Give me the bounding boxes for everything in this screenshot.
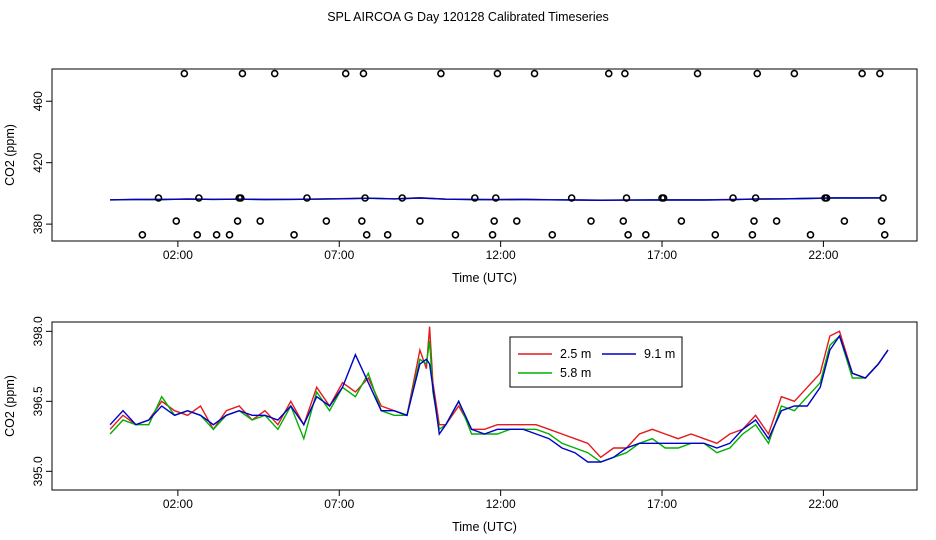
top-data-marker bbox=[490, 217, 498, 225]
bottom-series-line-2-5-m bbox=[109, 326, 889, 459]
bottom-y-tick-label: 398.0 bbox=[31, 316, 45, 346]
top-data-marker bbox=[753, 69, 762, 78]
top-data-marker bbox=[237, 194, 245, 202]
top-data-marker bbox=[619, 217, 628, 225]
legend: 2.5 m 5.8 m 9.1 m bbox=[509, 336, 683, 388]
top-series-group bbox=[110, 196, 882, 202]
top-data-marker bbox=[322, 217, 331, 225]
top-x-tick-label: 07:00 bbox=[324, 248, 354, 262]
top-data-marker bbox=[212, 231, 221, 239]
top-data-marker bbox=[398, 194, 406, 202]
top-data-marker bbox=[358, 217, 366, 225]
bottom-x-tick-label: 07:00 bbox=[324, 497, 354, 511]
top-data-marker bbox=[530, 69, 539, 78]
top-data-marker bbox=[751, 194, 760, 202]
top-data-marker bbox=[858, 69, 866, 78]
bottom-panel: 02:00 07:00 12:00 17:00 22:00 395.0 396.5 398.0… bbox=[3, 316, 918, 534]
top-data-marker bbox=[270, 69, 279, 78]
top-data-marker bbox=[488, 231, 497, 239]
top-data-marker bbox=[840, 217, 849, 225]
top-data-marker bbox=[622, 194, 631, 202]
top-y-tick-label: 380 bbox=[31, 214, 45, 234]
top-data-marker bbox=[238, 69, 247, 78]
top-data-marker bbox=[233, 217, 242, 225]
top-marker-group bbox=[138, 69, 889, 239]
top-panel: 02:00 07:00 12:00 17:00 22:00 380 420 460 Time (… bbox=[3, 68, 918, 285]
top-data-marker bbox=[193, 231, 202, 239]
top-y-axis-label: CO2 (ppm) bbox=[3, 124, 17, 186]
top-data-marker bbox=[303, 194, 311, 202]
bottom-x-tick-label: 17:00 bbox=[647, 497, 677, 511]
bottom-series-line-9-1-m bbox=[109, 334, 889, 463]
top-data-marker bbox=[195, 194, 203, 202]
legend-label: 9.1 m bbox=[644, 347, 675, 361]
top-data-marker bbox=[729, 194, 737, 202]
top-y-tick-label: 460 bbox=[31, 91, 45, 111]
top-data-marker bbox=[341, 69, 350, 78]
top-data-marker bbox=[416, 217, 424, 225]
top-data-marker bbox=[677, 217, 686, 225]
top-data-marker bbox=[361, 194, 369, 202]
bottom-series-line-5-8-m bbox=[109, 334, 889, 463]
top-data-marker bbox=[451, 231, 460, 239]
legend-label: 2.5 m bbox=[560, 347, 591, 361]
top-data-marker bbox=[493, 69, 502, 78]
bottom-plot-frame bbox=[51, 321, 918, 491]
top-data-marker bbox=[642, 231, 650, 239]
top-data-marker bbox=[154, 194, 163, 202]
top-x-axis-label: Time (UTC) bbox=[452, 271, 517, 285]
top-data-marker bbox=[172, 217, 181, 225]
bottom-x-tick-label: 02:00 bbox=[163, 497, 193, 511]
top-data-marker bbox=[359, 69, 368, 78]
top-data-marker bbox=[548, 231, 557, 239]
top-data-marker bbox=[256, 217, 264, 225]
top-data-marker bbox=[790, 69, 799, 78]
top-data-marker bbox=[512, 217, 521, 225]
bottom-y-tick-label: 396.5 bbox=[31, 386, 45, 416]
top-data-marker bbox=[693, 69, 702, 78]
top-data-marker bbox=[180, 69, 189, 78]
top-data-marker bbox=[290, 231, 298, 239]
top-data-marker bbox=[225, 231, 234, 239]
legend-box bbox=[509, 336, 683, 388]
bottom-x-tick-label: 12:00 bbox=[486, 497, 516, 511]
top-data-marker bbox=[659, 194, 668, 202]
bottom-y-axis-label: CO2 (ppm) bbox=[3, 375, 17, 437]
top-data-marker bbox=[604, 69, 613, 78]
top-data-marker bbox=[876, 69, 884, 78]
top-data-marker bbox=[471, 194, 479, 202]
top-data-marker bbox=[362, 231, 371, 239]
bottom-y-tick-label: 395.0 bbox=[31, 456, 45, 486]
top-data-marker bbox=[748, 231, 757, 239]
bottom-x-tick-label: 22:00 bbox=[808, 497, 838, 511]
top-x-tick-label: 17:00 bbox=[647, 248, 677, 262]
top-data-marker bbox=[880, 231, 889, 239]
top-y-tick-label: 420 bbox=[31, 152, 45, 172]
top-data-marker bbox=[806, 231, 815, 239]
top-data-marker bbox=[587, 217, 595, 225]
top-data-marker bbox=[567, 194, 576, 202]
top-plot-frame bbox=[51, 68, 918, 242]
top-data-marker bbox=[822, 194, 831, 202]
top-x-tick-label: 12:00 bbox=[486, 248, 516, 262]
top-data-marker bbox=[711, 231, 720, 239]
top-data-marker bbox=[772, 217, 781, 225]
top-x-tick-label: 22:00 bbox=[808, 248, 838, 262]
bottom-series-group bbox=[109, 326, 889, 463]
top-data-marker bbox=[491, 194, 500, 202]
top-x-tick-label: 02:00 bbox=[163, 248, 193, 262]
bottom-x-axis-label: Time (UTC) bbox=[452, 520, 517, 534]
legend-label: 5.8 m bbox=[560, 366, 591, 380]
top-data-marker bbox=[750, 217, 758, 225]
top-data-marker bbox=[437, 69, 445, 78]
top-data-marker bbox=[621, 69, 629, 78]
top-data-marker bbox=[879, 194, 887, 202]
top-data-marker bbox=[138, 231, 147, 239]
figure-title: SPL AIRCOA G Day 120128 Calibrated Times… bbox=[327, 10, 609, 24]
top-data-marker bbox=[624, 231, 632, 239]
top-data-marker bbox=[383, 231, 392, 239]
top-data-marker bbox=[877, 217, 886, 225]
